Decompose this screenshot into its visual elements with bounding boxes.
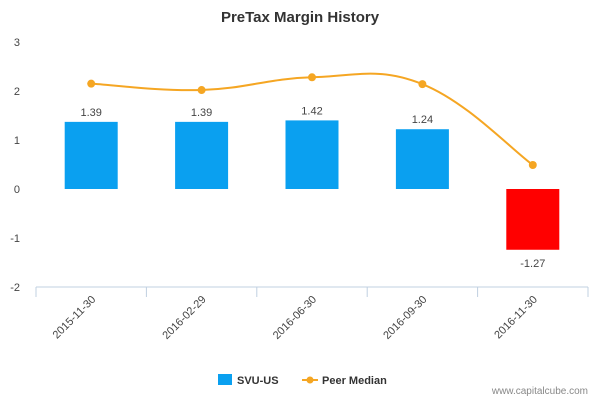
legend-swatch-svu [218,374,232,385]
peer-median-series [87,72,537,169]
y-axis: -2 -1 0 1 2 3 [10,37,20,294]
legend-label-peer-median[interactable]: Peer Median [322,375,387,387]
peer-median-point[interactable] [197,86,206,95]
peer-median-point[interactable] [528,160,537,169]
y-tick-label: 3 [14,37,20,49]
y-tick-label: 0 [14,184,20,196]
peer-median-point[interactable] [308,73,316,82]
bar-data-label: 1.39 [191,107,212,119]
y-tick-label: -2 [10,282,20,294]
bar[interactable] [285,120,339,189]
bar-data-label: 1.39 [80,107,101,119]
y-tick-label: 2 [14,86,20,98]
credit-text[interactable]: www.capitalcube.com [491,386,588,397]
peer-median-point[interactable] [418,80,427,89]
bar[interactable] [395,129,449,189]
x-tick-label: 2016-06-30 [271,294,319,342]
chart-title: PreTax Margin History [221,9,380,26]
bar[interactable] [175,121,229,189]
bar-data-labels: 1.39 1.39 1.42 1.24 -1.27 [80,105,545,269]
peer-median-point[interactable] [87,79,96,88]
x-axis: 2015-11-30 2016-02-29 2016-06-30 2016-09-30… [35,286,589,342]
x-tick-label: 2016-09-30 [381,294,429,342]
bar[interactable] [506,189,560,250]
x-tick-label: 2015-11-30 [51,294,99,342]
bar-data-label: 1.24 [412,114,433,126]
x-tick-label: 2016-02-29 [160,294,208,342]
legend: SVU-US Peer Median [218,374,387,387]
y-tick-label: 1 [14,135,20,147]
legend-label-svu[interactable]: SVU-US [237,375,279,387]
bar-data-label: -1.27 [520,258,545,270]
x-tick-label: 2016-11-30 [492,294,540,342]
bar-series [64,120,560,250]
y-tick-label: -1 [10,233,20,245]
bar-data-label: 1.42 [301,105,322,117]
legend-swatch-peer-dot [306,376,314,384]
bar[interactable] [64,121,118,189]
